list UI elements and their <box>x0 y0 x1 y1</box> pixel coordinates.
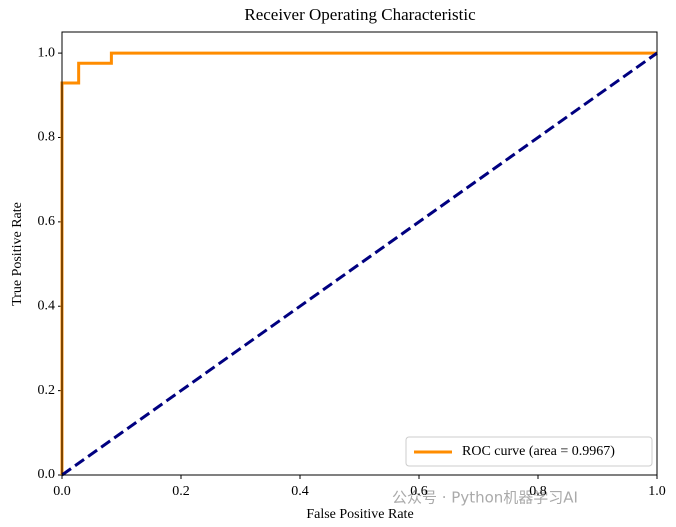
series-line <box>60 51 657 475</box>
x-tick-label: 0.0 <box>53 484 71 499</box>
x-tick-label: 0.2 <box>172 484 190 499</box>
x-tick-label: 1.0 <box>648 484 666 499</box>
y-tick-label: 1.0 <box>38 45 56 60</box>
legend-label: ROC curve (area = 0.9967) <box>462 444 615 459</box>
y-axis-title: True Positive Rate <box>10 202 25 306</box>
watermark: 公众号 · Python机器学习AI <box>392 489 578 507</box>
y-tick-label: 0.8 <box>38 130 56 145</box>
x-tick-label: 0.4 <box>291 484 309 499</box>
chart-title: Receiver Operating Characteristic <box>244 5 476 24</box>
x-tick-label: 0.8 <box>529 484 547 499</box>
y-tick-label: 0.0 <box>38 467 56 482</box>
legend-box <box>405 436 653 467</box>
plot-frame <box>61 31 658 476</box>
y-tick-label: 0.2 <box>38 383 56 398</box>
y-tick-label: 0.6 <box>38 214 56 229</box>
x-tick-label: 0.6 <box>410 484 428 499</box>
x-axis-title: False Positive Rate <box>306 507 413 522</box>
series-line <box>61 51 658 477</box>
y-tick-label: 0.4 <box>38 298 56 313</box>
